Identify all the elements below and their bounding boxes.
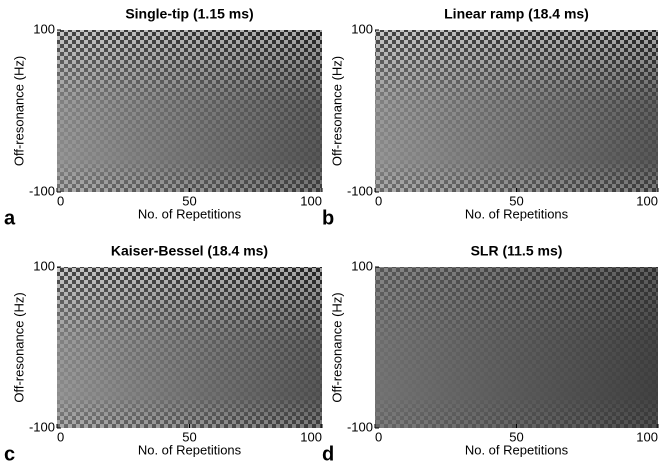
- panel: Single-tip (1.15 ms) 0 50 100 -100 100 No. of …: [4, 6, 323, 229]
- heatmap-shade: [375, 267, 658, 428]
- y-tick-label: 100: [33, 21, 55, 36]
- y-tick-label: 100: [351, 21, 373, 36]
- chart-title: SLR (11.5 ms): [471, 243, 563, 259]
- x-tick-label: 100: [300, 429, 322, 444]
- chart-title: Linear ramp (18.4 ms): [444, 6, 589, 22]
- x-tick-label: 0: [375, 429, 382, 444]
- y-tick-label: -100: [347, 183, 373, 198]
- heatmap-shade: [57, 267, 322, 428]
- x-tick-label: 50: [509, 193, 523, 208]
- heatmap-texture: [375, 267, 658, 428]
- heatmap-texture: [57, 267, 322, 428]
- chart-title: Kaiser-Bessel (18.4 ms): [111, 243, 268, 259]
- x-axis-label: No. of Repetitions: [138, 206, 242, 221]
- heatmap-shade: [57, 30, 322, 192]
- y-axis-label: Off-resonance (Hz): [329, 56, 344, 166]
- x-tick-label: 100: [636, 193, 658, 208]
- x-tick-label: 0: [375, 193, 382, 208]
- x-axis-label: No. of Repetitions: [465, 206, 569, 221]
- y-tick-label: -100: [29, 183, 55, 198]
- heatmap-texture: [57, 30, 322, 192]
- heatmap-shade: [375, 30, 658, 192]
- x-tick-label: 50: [182, 429, 196, 444]
- y-axis-label: Off-resonance (Hz): [11, 292, 26, 402]
- y-axis-label: Off-resonance (Hz): [329, 292, 344, 402]
- x-axis-label: No. of Repetitions: [465, 442, 569, 457]
- x-tick-label: 100: [636, 429, 658, 444]
- panel-label: d: [322, 443, 334, 465]
- y-tick-label: -100: [347, 419, 373, 434]
- x-tick-label: 50: [509, 429, 523, 444]
- panel-label: c: [4, 443, 15, 465]
- panel-label: b: [322, 207, 334, 229]
- y-tick-label: 100: [33, 258, 55, 273]
- x-tick-label: 0: [57, 429, 64, 444]
- x-tick-label: 100: [300, 193, 322, 208]
- panel: SLR (11.5 ms) 0 50 100 -100 100 No. of Repetit…: [322, 243, 659, 465]
- x-tick-label: 0: [57, 193, 64, 208]
- y-tick-label: 100: [351, 258, 373, 273]
- y-tick-label: -100: [29, 419, 55, 434]
- chart-title: Single-tip (1.15 ms): [125, 6, 253, 22]
- x-axis-label: No. of Repetitions: [138, 442, 242, 457]
- panel: Linear ramp (18.4 ms) 0 50 100 -100 100 No. of…: [322, 6, 659, 229]
- panel: Kaiser-Bessel (18.4 ms) 0 50 100 -100 100 No. …: [4, 243, 323, 465]
- heatmap-texture: [375, 30, 658, 192]
- panel-label: a: [4, 207, 16, 229]
- x-tick-label: 50: [182, 193, 196, 208]
- y-axis-label: Off-resonance (Hz): [11, 56, 26, 166]
